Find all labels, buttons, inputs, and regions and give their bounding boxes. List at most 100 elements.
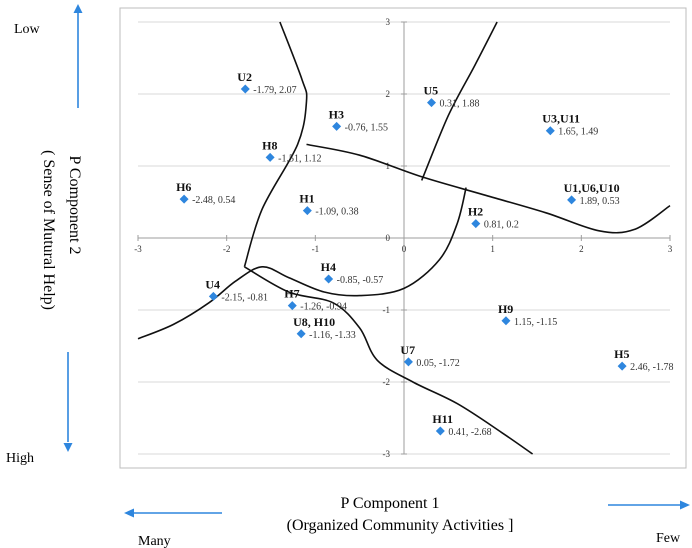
point-marker: [302, 206, 312, 216]
point-name: H4: [321, 260, 336, 274]
y-tick-labels: 3 2 1 0 -1 -2 -3: [383, 17, 407, 459]
x-arrow-left: [124, 508, 222, 518]
data-point: U70.05, -1.72: [400, 343, 459, 369]
point-name: U1,U6,U10: [564, 181, 620, 195]
point-value-label: 1.15, -1.15: [514, 317, 557, 328]
x-tick-label: 1: [490, 244, 495, 254]
x-tick-label: 3: [668, 244, 673, 254]
point-marker: [265, 152, 275, 162]
point-value-label: -1.79, 2.07: [253, 85, 296, 96]
data-point: U50.31, 1.88: [423, 84, 479, 110]
y-arrow-up: [73, 4, 83, 108]
data-point: H6-2.48, 0.54: [176, 180, 235, 206]
point-name: U5: [423, 84, 438, 98]
x-low-label: Many: [138, 534, 171, 548]
point-name: U3,U11: [542, 112, 580, 126]
y-tick-label: -3: [383, 449, 391, 459]
point-marker: [435, 426, 445, 436]
data-point: H1-1.09, 0.38: [299, 192, 358, 218]
point-marker: [545, 126, 555, 136]
y-tick-label: 2: [386, 89, 391, 99]
point-marker: [296, 329, 306, 339]
x-high-label: Few: [656, 531, 681, 546]
point-value-label: -1.51, 1.12: [278, 153, 321, 164]
x-axis-subtitle: (Organized Community Activities ]: [287, 517, 514, 534]
point-value-label: -1.09, 0.38: [315, 207, 358, 218]
point-name: H3: [329, 107, 344, 121]
point-name: H5: [614, 347, 629, 361]
data-point: U2-1.79, 2.07: [237, 70, 296, 96]
x-arrow-right: [608, 500, 690, 510]
point-value-label: 0.31, 1.88: [439, 99, 479, 110]
data-point: H91.15, -1.15: [498, 302, 557, 328]
boundary-curve: [306, 143, 671, 234]
point-name: U7: [400, 343, 415, 357]
x-tick-label: 0: [402, 244, 407, 254]
y-bottom-label: High: [6, 451, 34, 466]
point-value-label: -2.15, -0.81: [221, 292, 268, 303]
y-top-label: Low: [14, 22, 41, 37]
data-point: H8-1.51, 1.12: [262, 138, 321, 164]
point-value-label: 1.89, 0.53: [580, 196, 620, 207]
point-value-label: -1.16, -1.33: [309, 330, 356, 341]
point-marker: [287, 301, 297, 311]
point-value-label: -1.26, -0.94: [300, 302, 347, 313]
y-tick-label: 1: [386, 161, 391, 171]
cluster-boundaries: [137, 21, 671, 455]
point-name: H11: [432, 412, 453, 426]
data-point: H52.46, -1.78: [614, 347, 673, 373]
boundary-curve: [420, 21, 498, 181]
data-point: H4-0.85, -0.57: [321, 260, 384, 286]
point-marker: [617, 361, 627, 371]
x-tick-label: -2: [223, 244, 231, 254]
point-marker: [324, 274, 334, 284]
x-tick-label: 2: [579, 244, 584, 254]
x-tick-labels: -3 -2 -1 0 1 2 3: [134, 235, 673, 254]
y-tick-label: -1: [383, 305, 391, 315]
boundary-curve: [244, 266, 534, 455]
point-value-label: 1.65, 1.49: [558, 127, 598, 138]
point-name: U8, H10: [293, 315, 335, 329]
point-value-label: -0.85, -0.57: [337, 275, 384, 286]
point-marker: [240, 84, 250, 94]
data-point: H3-0.76, 1.55: [329, 107, 388, 133]
data-point: U4-2.15, -0.81: [205, 277, 268, 303]
point-marker: [471, 219, 481, 229]
x-tick-label: -1: [312, 244, 320, 254]
point-marker: [208, 291, 218, 301]
point-marker: [332, 121, 342, 131]
point-value-label: 0.41, -2.68: [448, 427, 491, 438]
point-marker: [501, 316, 511, 326]
boundary-curve: [137, 187, 467, 340]
point-marker: [426, 98, 436, 108]
y-axis-subtitle: ( Sense of Mutural Help): [40, 150, 57, 310]
boundary-curve: [243, 21, 308, 268]
data-point: H20.81, 0.2: [468, 205, 519, 231]
point-value-label: 0.05, -1.72: [416, 358, 459, 369]
point-marker: [403, 357, 413, 367]
y-tick-label: 0: [386, 233, 391, 243]
point-name: U2: [237, 70, 252, 84]
data-points: U2-1.79, 2.07 U50.31, 1.88 H3-0.76, 1.55 U3…: [176, 70, 673, 438]
y-tick-label: 3: [386, 17, 391, 27]
point-name: H2: [468, 205, 483, 219]
point-marker: [179, 194, 189, 204]
point-name: H8: [262, 138, 277, 152]
point-name: U4: [205, 277, 220, 291]
x-tick-label: -3: [134, 244, 142, 254]
data-point: H7-1.26, -0.94: [284, 287, 347, 313]
y-arrow-down: [63, 352, 73, 452]
y-axis-title: P Component 2: [66, 156, 83, 255]
x-axis-title: P Component 1: [341, 495, 440, 512]
point-name: H9: [498, 302, 513, 316]
point-name: H7: [284, 287, 299, 301]
point-value-label: 2.46, -1.78: [630, 362, 673, 373]
point-value-label: 0.81, 0.2: [484, 220, 519, 231]
point-name: H6: [176, 180, 191, 194]
data-point: U8, H10-1.16, -1.33: [293, 315, 356, 341]
y-tick-label: -2: [383, 377, 391, 387]
